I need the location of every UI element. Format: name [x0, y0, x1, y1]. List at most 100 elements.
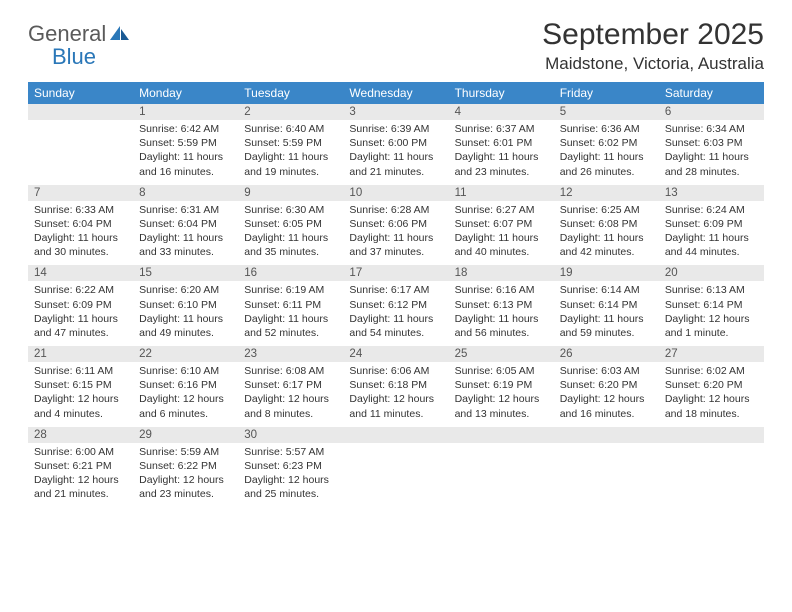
- day-info: Sunrise: 5:59 AMSunset: 6:22 PMDaylight:…: [133, 443, 238, 508]
- info-row: Sunrise: 6:00 AMSunset: 6:21 PMDaylight:…: [28, 443, 764, 508]
- daynum-row: 78910111213: [28, 185, 764, 201]
- day-info-cell: Sunrise: 6:11 AMSunset: 6:15 PMDaylight:…: [28, 362, 133, 427]
- day-info-cell: Sunrise: 6:27 AMSunset: 6:07 PMDaylight:…: [449, 201, 554, 266]
- day-number-cell: [659, 427, 764, 443]
- day-info-cell: Sunrise: 6:05 AMSunset: 6:19 PMDaylight:…: [449, 362, 554, 427]
- day-number-cell: [449, 427, 554, 443]
- day-info-cell: [343, 443, 448, 508]
- day-info-cell: Sunrise: 6:37 AMSunset: 6:01 PMDaylight:…: [449, 120, 554, 185]
- day-number: 27: [659, 346, 764, 362]
- daynum-row: 282930: [28, 427, 764, 443]
- day-info-cell: Sunrise: 6:00 AMSunset: 6:21 PMDaylight:…: [28, 443, 133, 508]
- day-info: Sunrise: 5:57 AMSunset: 6:23 PMDaylight:…: [238, 443, 343, 508]
- day-info-cell: Sunrise: 6:28 AMSunset: 6:06 PMDaylight:…: [343, 201, 448, 266]
- day-number: [343, 427, 448, 431]
- sail-icon: [109, 25, 131, 48]
- day-number-cell: 12: [554, 185, 659, 201]
- day-info-cell: Sunrise: 6:16 AMSunset: 6:13 PMDaylight:…: [449, 281, 554, 346]
- day-number-cell: [554, 427, 659, 443]
- day-info: Sunrise: 6:14 AMSunset: 6:14 PMDaylight:…: [554, 281, 659, 346]
- day-info: Sunrise: 6:17 AMSunset: 6:12 PMDaylight:…: [343, 281, 448, 346]
- day-info: Sunrise: 6:22 AMSunset: 6:09 PMDaylight:…: [28, 281, 133, 346]
- day-number: 13: [659, 185, 764, 201]
- day-info-cell: Sunrise: 6:42 AMSunset: 5:59 PMDaylight:…: [133, 120, 238, 185]
- day-info-cell: Sunrise: 6:02 AMSunset: 6:20 PMDaylight:…: [659, 362, 764, 427]
- day-number-cell: 29: [133, 427, 238, 443]
- day-info: Sunrise: 6:31 AMSunset: 6:04 PMDaylight:…: [133, 201, 238, 266]
- day-info-cell: Sunrise: 6:40 AMSunset: 5:59 PMDaylight:…: [238, 120, 343, 185]
- day-number-cell: 3: [343, 104, 448, 120]
- day-info: Sunrise: 6:19 AMSunset: 6:11 PMDaylight:…: [238, 281, 343, 346]
- location: Maidstone, Victoria, Australia: [542, 54, 764, 74]
- header: General Blue September 2025 Maidstone, V…: [28, 18, 764, 74]
- day-number: 21: [28, 346, 133, 362]
- day-number-cell: 24: [343, 346, 448, 362]
- day-info: Sunrise: 6:37 AMSunset: 6:01 PMDaylight:…: [449, 120, 554, 185]
- logo-text: General Blue: [28, 22, 106, 68]
- day-info: Sunrise: 6:25 AMSunset: 6:08 PMDaylight:…: [554, 201, 659, 266]
- day-info: Sunrise: 6:27 AMSunset: 6:07 PMDaylight:…: [449, 201, 554, 266]
- day-info: Sunrise: 6:03 AMSunset: 6:20 PMDaylight:…: [554, 362, 659, 427]
- day-number: 6: [659, 104, 764, 120]
- day-number-cell: 30: [238, 427, 343, 443]
- day-number-cell: 4: [449, 104, 554, 120]
- day-number-cell: 21: [28, 346, 133, 362]
- day-info-cell: Sunrise: 6:31 AMSunset: 6:04 PMDaylight:…: [133, 201, 238, 266]
- weekday-header: Saturday: [659, 82, 764, 104]
- day-number-cell: 22: [133, 346, 238, 362]
- day-number: 15: [133, 265, 238, 281]
- day-number: [28, 104, 133, 108]
- info-row: Sunrise: 6:42 AMSunset: 5:59 PMDaylight:…: [28, 120, 764, 185]
- daynum-row: 14151617181920: [28, 265, 764, 281]
- day-info-cell: Sunrise: 6:08 AMSunset: 6:17 PMDaylight:…: [238, 362, 343, 427]
- day-info-cell: Sunrise: 6:20 AMSunset: 6:10 PMDaylight:…: [133, 281, 238, 346]
- day-number-cell: 26: [554, 346, 659, 362]
- day-number: 16: [238, 265, 343, 281]
- day-info-cell: Sunrise: 6:39 AMSunset: 6:00 PMDaylight:…: [343, 120, 448, 185]
- day-info-cell: [28, 120, 133, 185]
- day-number: 5: [554, 104, 659, 120]
- info-row: Sunrise: 6:22 AMSunset: 6:09 PMDaylight:…: [28, 281, 764, 346]
- day-number: 25: [449, 346, 554, 362]
- day-info: Sunrise: 6:39 AMSunset: 6:00 PMDaylight:…: [343, 120, 448, 185]
- day-info: Sunrise: 6:42 AMSunset: 5:59 PMDaylight:…: [133, 120, 238, 185]
- day-number: 28: [28, 427, 133, 443]
- day-number-cell: 8: [133, 185, 238, 201]
- day-number-cell: 16: [238, 265, 343, 281]
- day-info-cell: Sunrise: 6:03 AMSunset: 6:20 PMDaylight:…: [554, 362, 659, 427]
- weekday-header: Tuesday: [238, 82, 343, 104]
- day-number: 10: [343, 185, 448, 201]
- day-number-cell: 17: [343, 265, 448, 281]
- day-number: 19: [554, 265, 659, 281]
- day-number: [449, 427, 554, 431]
- info-row: Sunrise: 6:33 AMSunset: 6:04 PMDaylight:…: [28, 201, 764, 266]
- day-info: Sunrise: 6:40 AMSunset: 5:59 PMDaylight:…: [238, 120, 343, 185]
- day-info-cell: Sunrise: 5:59 AMSunset: 6:22 PMDaylight:…: [133, 443, 238, 508]
- day-number-cell: [28, 104, 133, 120]
- day-number-cell: 5: [554, 104, 659, 120]
- day-number-cell: 23: [238, 346, 343, 362]
- daynum-row: 21222324252627: [28, 346, 764, 362]
- day-number-cell: [343, 427, 448, 443]
- info-row: Sunrise: 6:11 AMSunset: 6:15 PMDaylight:…: [28, 362, 764, 427]
- weekday-header: Wednesday: [343, 82, 448, 104]
- day-info-cell: Sunrise: 6:34 AMSunset: 6:03 PMDaylight:…: [659, 120, 764, 185]
- day-info: Sunrise: 6:33 AMSunset: 6:04 PMDaylight:…: [28, 201, 133, 266]
- day-info-cell: Sunrise: 6:22 AMSunset: 6:09 PMDaylight:…: [28, 281, 133, 346]
- day-number: [659, 427, 764, 431]
- day-info: Sunrise: 6:24 AMSunset: 6:09 PMDaylight:…: [659, 201, 764, 266]
- day-info: Sunrise: 6:11 AMSunset: 6:15 PMDaylight:…: [28, 362, 133, 427]
- day-number-cell: 7: [28, 185, 133, 201]
- weekday-header: Monday: [133, 82, 238, 104]
- day-number: 3: [343, 104, 448, 120]
- month-title: September 2025: [542, 18, 764, 52]
- day-info-cell: [659, 443, 764, 508]
- day-number: 17: [343, 265, 448, 281]
- day-number-cell: 18: [449, 265, 554, 281]
- day-info-cell: [554, 443, 659, 508]
- day-number: 26: [554, 346, 659, 362]
- day-info-cell: Sunrise: 6:06 AMSunset: 6:18 PMDaylight:…: [343, 362, 448, 427]
- day-number: 9: [238, 185, 343, 201]
- day-info: Sunrise: 6:02 AMSunset: 6:20 PMDaylight:…: [659, 362, 764, 427]
- day-number: 24: [343, 346, 448, 362]
